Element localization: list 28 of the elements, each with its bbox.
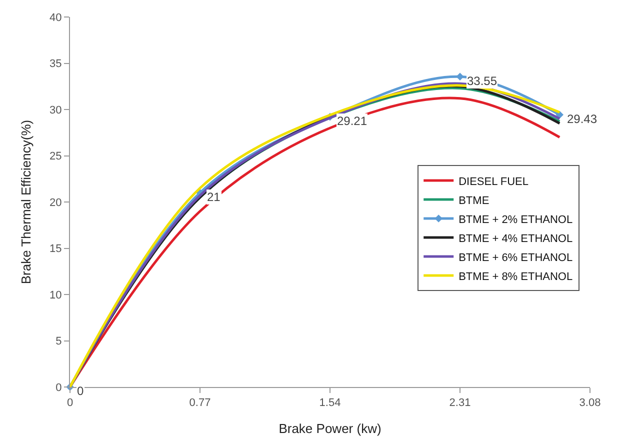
legend-label: DIESEL FUEL	[458, 176, 529, 188]
data-label: 29.43	[567, 112, 598, 126]
data-label: 0	[77, 384, 84, 398]
x-tick-label: 0.77	[189, 397, 211, 410]
y-tick-label: 35	[50, 58, 62, 70]
y-tick-label: 30	[50, 104, 62, 116]
legend-label: BTME + 8% ETHANOL	[458, 270, 573, 283]
legend-label: BTME	[458, 194, 490, 207]
legend-label: BTME + 2% ETHANOL	[458, 214, 573, 226]
y-tick-label: 0	[56, 382, 62, 394]
data-label: 33.55	[467, 74, 498, 88]
x-tick-label: 1.54	[319, 397, 341, 410]
x-tick-label: 0	[66, 397, 74, 410]
y-axis-title: Brake Thermal Efficiency(%)	[18, 120, 34, 284]
y-tick-label: 40	[50, 12, 62, 24]
y-tick-label: 5	[56, 336, 62, 348]
y-tick-label: 20	[50, 196, 62, 209]
x-axis-title: Brake Power (kw)	[278, 420, 382, 436]
data-label: 29.21	[337, 114, 368, 128]
legend-label: BTME + 6% ETHANOL	[458, 252, 573, 264]
legend-label: BTME + 4% ETHANOL	[458, 232, 573, 245]
y-tick-label: 10	[50, 289, 62, 302]
y-tick-label: 15	[50, 243, 62, 256]
y-tick-label: 25	[50, 150, 62, 163]
point	[456, 72, 464, 81]
x-tick-label: 2.31	[449, 397, 471, 410]
x-tick-label: 3.08	[579, 397, 601, 410]
data-label: 21	[207, 190, 221, 204]
